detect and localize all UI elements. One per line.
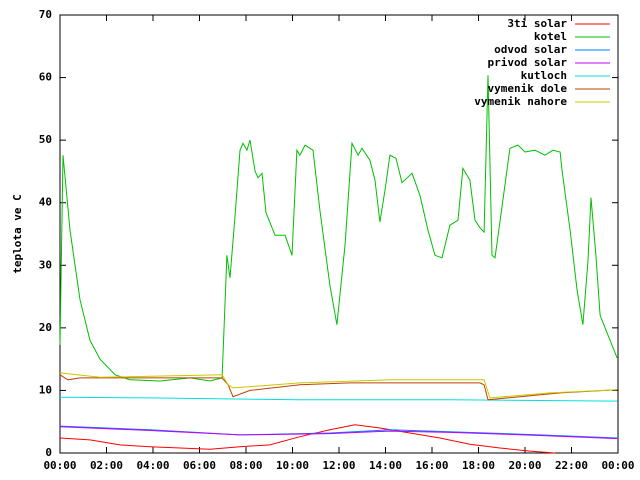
y-tick-label: 50: [39, 133, 52, 146]
x-tick-label: 06:00: [183, 459, 216, 472]
series-line: [59, 374, 618, 401]
y-tick-label: 20: [39, 321, 52, 334]
legend-label: vymenik nahore: [474, 95, 567, 108]
x-tick-label: 14:00: [369, 459, 402, 472]
series-line: [59, 425, 618, 439]
legend-label: vymenik dole: [488, 82, 568, 95]
series-line: [59, 396, 618, 402]
y-tick-label: 10: [39, 383, 52, 396]
legend-label: privod solar: [488, 56, 568, 69]
series-line: [59, 75, 618, 382]
x-tick-label: 22:00: [555, 459, 588, 472]
series-line: [59, 426, 618, 440]
legend-label: 3ti solar: [507, 17, 567, 30]
x-tick-label: 00:00: [601, 459, 634, 472]
legend-label: kotel: [534, 30, 567, 43]
x-tick-label: 08:00: [229, 459, 262, 472]
x-tick-label: 20:00: [508, 459, 541, 472]
y-axis-label: teplota ve C: [11, 194, 24, 273]
x-tick-label: 02:00: [90, 459, 123, 472]
x-tick-label: 16:00: [415, 459, 448, 472]
x-tick-label: 12:00: [322, 459, 355, 472]
x-tick-label: 04:00: [136, 459, 169, 472]
y-tick-label: 30: [39, 258, 52, 271]
legend-label: kutloch: [521, 69, 567, 82]
y-tick-label: 60: [39, 71, 52, 84]
x-tick-label: 00:00: [43, 459, 76, 472]
x-tick-label: 18:00: [462, 459, 495, 472]
y-tick-label: 0: [45, 446, 52, 459]
legend-label: odvod solar: [494, 43, 567, 56]
series-line: [59, 372, 618, 399]
x-tick-label: 10:00: [276, 459, 309, 472]
y-tick-label: 70: [39, 8, 52, 21]
y-tick-label: 40: [39, 196, 52, 209]
plot-frame: [59, 14, 619, 454]
